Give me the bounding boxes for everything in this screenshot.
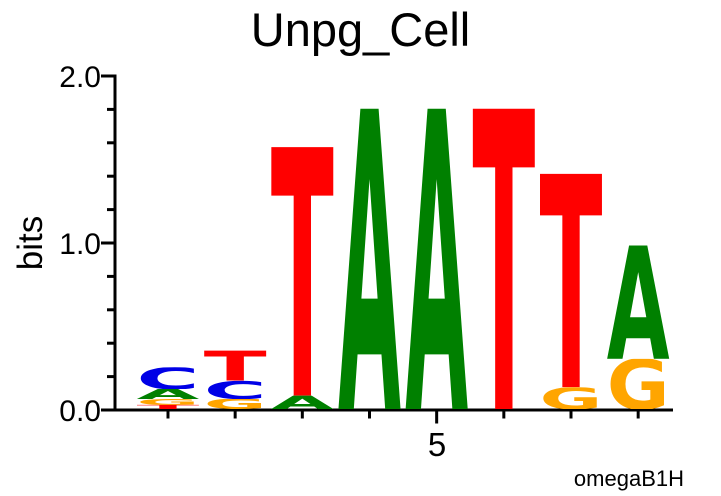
- logo-letter-A: A: [405, 29, 468, 496]
- logo-stack-pos7: TG: [540, 115, 603, 456]
- logo-letter-glyph: C: [204, 376, 267, 405]
- logo-letter-glyph: A: [338, 29, 401, 496]
- logo-letter-T: T: [472, 29, 535, 496]
- logo-letter-T: T: [137, 404, 201, 411]
- logo-letter-glyph: G: [540, 382, 603, 416]
- logo-letter-T: T: [271, 79, 334, 476]
- logo-stack-pos3: TA: [271, 79, 334, 476]
- y-tick-label-2.0: 2.0: [59, 61, 101, 94]
- x-tick-label-5: 5: [427, 426, 447, 463]
- logo-stack-pos2: TCG: [204, 343, 267, 412]
- logo-letter-T: T: [204, 343, 267, 391]
- logo-stack-pos4: A: [338, 29, 401, 496]
- logo-letter-glyph: G: [137, 397, 200, 406]
- logo-letter-glyph: A: [607, 215, 670, 396]
- logo-letter-glyph: T: [472, 29, 535, 496]
- logo-letter-C: C: [137, 362, 200, 396]
- logo-letter-G: G: [204, 396, 267, 412]
- logo-letter-G: G: [540, 382, 603, 416]
- y-tick-label-0.0: 0.0: [59, 395, 101, 428]
- chart-title: Unpg_Cell: [250, 3, 471, 56]
- logo-letter-glyph: A: [271, 392, 334, 413]
- logo-letter-T: T: [540, 115, 603, 456]
- logo-letter-G: G: [607, 345, 670, 425]
- logo-letter-C: C: [204, 376, 267, 405]
- logo-stack-pos8: AG: [607, 215, 670, 425]
- logo-letter-glyph: A: [137, 386, 200, 402]
- y-tick-label-1.0: 1.0: [59, 228, 101, 261]
- logo-letter-G: G: [137, 397, 200, 406]
- logo-stack-pos5: A: [405, 29, 468, 496]
- logo-letter-glyph: T: [137, 404, 201, 411]
- logo-letter-A: A: [338, 29, 401, 496]
- logo-letter-glyph: A: [405, 29, 468, 496]
- logo-letter-A: A: [137, 386, 200, 402]
- logo-letter-A: A: [271, 392, 334, 413]
- logo-letter-glyph: G: [204, 396, 267, 412]
- logo-letter-glyph: C: [137, 362, 200, 396]
- logo-letter-glyph: G: [607, 345, 670, 425]
- logo-letter-glyph: T: [540, 115, 603, 456]
- logo-stack-pos6: T: [472, 29, 535, 496]
- credit-label: omegaB1H: [573, 466, 684, 491]
- logo-letter-glyph: T: [204, 343, 267, 391]
- logo-letter-glyph: T: [271, 79, 334, 476]
- logo-letter-A: A: [607, 215, 670, 396]
